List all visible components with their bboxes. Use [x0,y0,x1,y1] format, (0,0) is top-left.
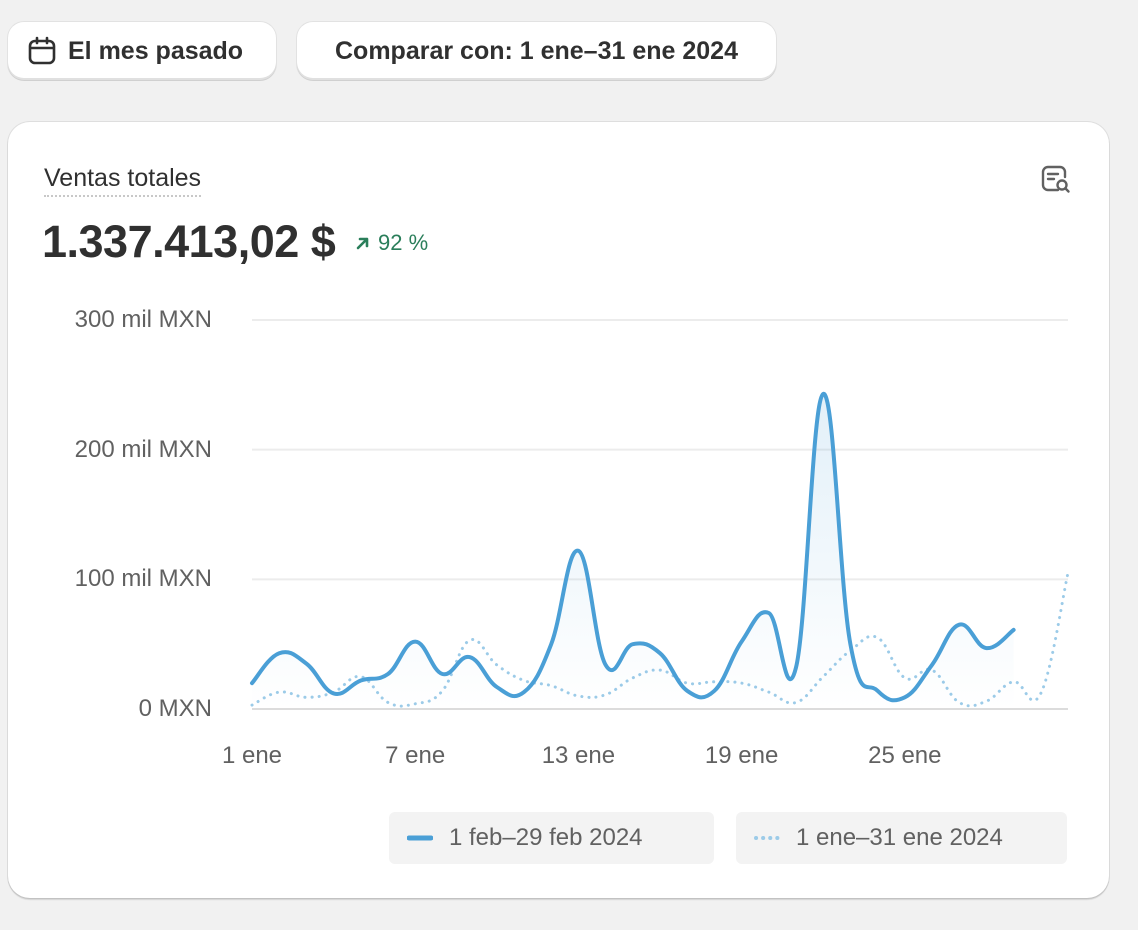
explore-report-icon[interactable] [1038,162,1072,196]
legend-item-current[interactable]: 1 feb–29 feb 2024 [389,812,714,864]
y-tick-label: 100 mil MXN [74,565,212,593]
x-tick-label: 13 ene [541,742,616,769]
sales-card: Ventas totales 1.337.413,02 $ 92 % 0 MXN… [8,122,1109,898]
legend-item-previous[interactable]: 1 ene–31 ene 2024 [736,812,1067,864]
metric-title[interactable]: Ventas totales [44,164,202,197]
calendar-icon [26,35,58,67]
date-range-button[interactable]: El mes pasado [8,22,276,80]
y-tick-label: 200 mil MXN [74,435,212,463]
y-tick-label: 300 mil MXN [74,306,212,333]
date-range-label: El mes pasado [68,36,244,65]
legend-label-previous: 1 ene–31 ene 2024 [796,824,1003,851]
x-tick-label: 25 ene [868,742,942,769]
arrow-up-right-icon [354,234,372,252]
metric-value: 1.337.413,02 $ [42,216,336,267]
series-area [252,393,1014,709]
compare-label: Comparar con: 1 ene–31 ene 2024 [335,36,738,65]
legend-label-current: 1 feb–29 feb 2024 [449,824,643,851]
compare-button[interactable]: Comparar con: 1 ene–31 ene 2024 [297,22,776,80]
metric-change-value: 92 % [378,230,429,255]
x-tick-label: 19 ene [704,742,779,769]
series-line-current [250,391,1016,703]
sales-line-chart [250,319,1070,710]
y-tick-label: 0 MXN [138,695,212,722]
x-tick-label: 7 ene [385,742,446,769]
metric-change: 92 % [354,230,428,256]
x-tick-label: 1 ene [221,742,283,769]
